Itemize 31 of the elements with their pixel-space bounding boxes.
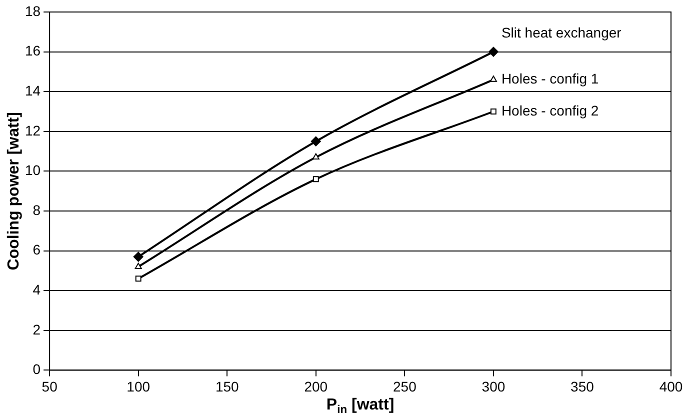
y-tick-label: 12 <box>24 122 41 138</box>
point <box>134 262 142 269</box>
y-tick-label: 10 <box>24 162 41 178</box>
x-tick-label: 300 <box>482 378 506 394</box>
point <box>133 252 144 262</box>
y-axis-title: Cooling power [watt] <box>5 112 22 270</box>
point <box>490 76 497 82</box>
y-tick-label: 8 <box>32 202 41 218</box>
series-label: Slit heat exchanger <box>501 24 622 41</box>
y-tick-label: 0 <box>32 361 41 378</box>
x-tick-label: 350 <box>570 378 594 394</box>
y-tick-label: 6 <box>32 242 41 258</box>
point <box>312 153 320 160</box>
x-tick-label: 150 <box>215 378 240 394</box>
y-tick-label: 18 <box>24 2 41 19</box>
point <box>312 176 319 182</box>
x-tick-label: 100 <box>126 378 150 394</box>
y-tick-label: 14 <box>24 82 41 98</box>
x-tick-label: 50 <box>42 378 58 394</box>
point <box>310 136 321 146</box>
x-tick-label: 200 <box>304 378 328 394</box>
y-tick-label: 2 <box>32 321 41 338</box>
point <box>490 108 496 114</box>
point <box>488 46 498 57</box>
x-tick-label: 250 <box>392 378 417 394</box>
series-label: Holes - config 1 <box>501 70 599 87</box>
point <box>135 276 142 282</box>
x-tick-label: 400 <box>659 378 683 394</box>
y-tick-label: 4 <box>32 281 41 298</box>
y-tick-label: 16 <box>24 42 41 59</box>
series-label: Holes - config 2 <box>501 102 599 118</box>
